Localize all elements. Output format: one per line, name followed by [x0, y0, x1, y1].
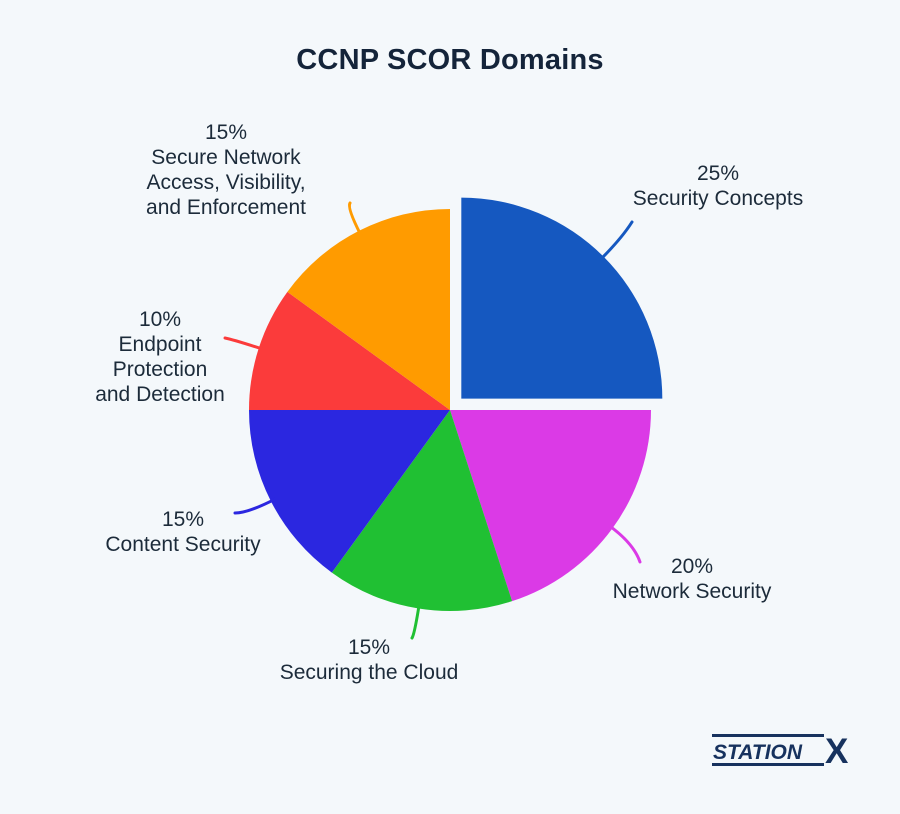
leader-line-secure-network-access-visibility-and-enforcement [347, 201, 363, 236]
pie-slice-endpoint-protection-and-detection [249, 291, 450, 410]
pie-slice-securing-the-cloud [331, 410, 513, 611]
slice-name: Content Security [105, 533, 261, 556]
leader-line-network-security [607, 524, 642, 564]
slice-name: Securing the Cloud [279, 661, 459, 684]
chart-title: CCNP SCOR Domains [296, 44, 604, 76]
stationx-logo: STATION X [712, 732, 849, 769]
logo-x-mark: X [825, 732, 849, 769]
slice-label-secure-network-access: 15% Secure Network Access, Visibility, a… [124, 120, 328, 220]
leader-line-content-security [233, 497, 276, 515]
slice-percent: 15% [347, 636, 391, 659]
slice-percent: 10% [138, 308, 182, 331]
slice-name: Endpoint Protection and Detection [95, 333, 225, 406]
slice-label-content-security: 15% Content Security [86, 507, 280, 557]
slice-label-securing-the-cloud: 15% Securing the Cloud [262, 635, 476, 685]
logo-wordmark: STATION [713, 741, 803, 764]
leader-line-securing-the-cloud [410, 603, 421, 640]
pie-slice-content-security [248, 410, 450, 573]
logo-bottom-rule [712, 763, 824, 766]
slice-percent: 25% [696, 162, 740, 185]
slice-label-endpoint-protection: 10% Endpoint Protection and Detection [80, 307, 240, 407]
slice-percent: 15% [161, 508, 205, 531]
pie-slice-network-security [450, 410, 651, 602]
slice-name: Secure Network Access, Visibility, and E… [146, 146, 306, 219]
leader-lines [223, 201, 642, 640]
pie-slices [248, 197, 663, 611]
slice-label-security-concepts: 25% Security Concepts [620, 161, 816, 211]
slice-name: Security Concepts [632, 187, 804, 210]
slice-percent: 20% [670, 555, 714, 578]
slice-percent: 15% [204, 121, 248, 144]
leader-line-security-concepts [599, 220, 634, 261]
slice-label-network-security: 20% Network Security [594, 554, 790, 604]
leader-line-endpoint-protection-and-detection [223, 336, 265, 351]
pie-slice-secure-network-access-visibility-and-enforcement [287, 209, 450, 410]
logo-top-rule [712, 734, 824, 737]
pie-slice-security-concepts [461, 197, 663, 399]
slice-name: Network Security [612, 580, 772, 603]
